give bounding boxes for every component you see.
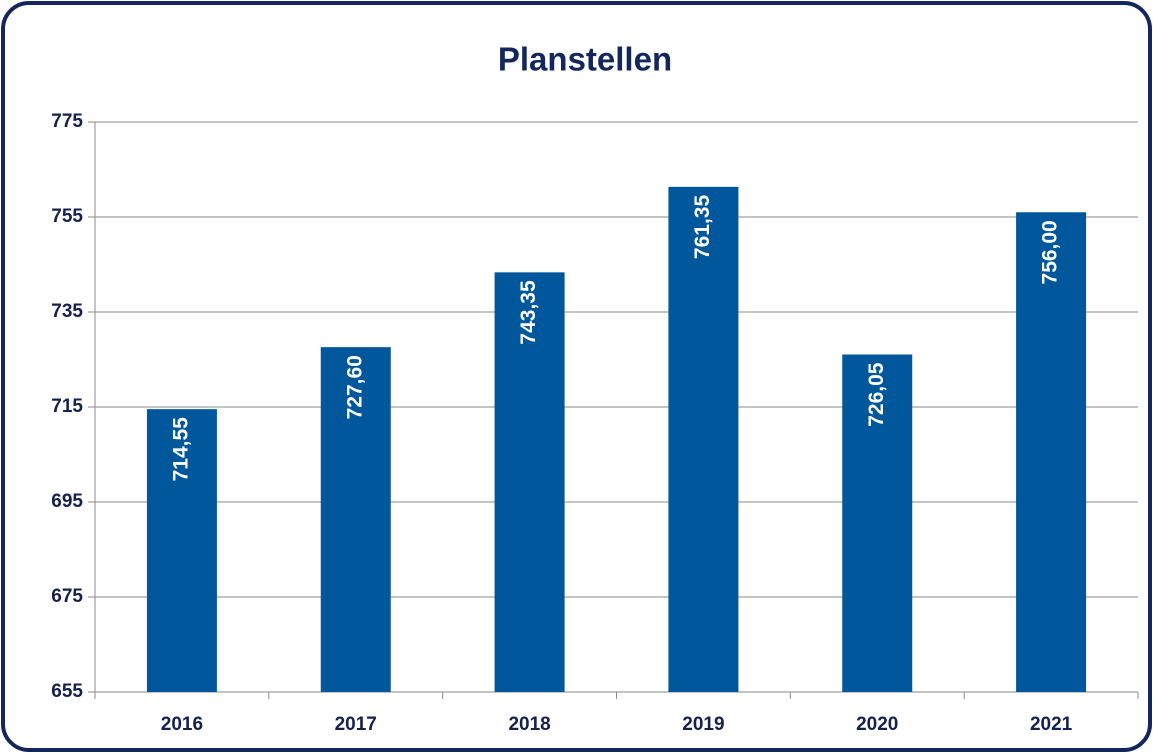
value-label: 743,35: [517, 280, 540, 345]
y-tick-label: 675: [51, 586, 83, 607]
value-label: 726,05: [865, 362, 888, 427]
bar: [320, 347, 391, 692]
value-label: 761,35: [691, 195, 714, 260]
y-tick-label: 715: [51, 396, 83, 417]
bar: [146, 409, 217, 692]
y-tick-label: 655: [51, 681, 83, 702]
bar: [1016, 212, 1087, 692]
x-tick-label: 2019: [682, 714, 724, 735]
bar: [668, 186, 739, 692]
value-label: 727,60: [343, 355, 366, 419]
value-label: 756,00: [1039, 220, 1062, 284]
x-tick-label: 2017: [335, 714, 377, 735]
y-tick-label: 735: [51, 301, 83, 322]
y-tick-label: 755: [51, 206, 83, 227]
x-tick-label: 2018: [508, 714, 550, 735]
y-tick-label: 775: [51, 111, 83, 132]
bar: [494, 272, 565, 692]
chart-title: Planstellen: [498, 41, 672, 78]
value-label: 714,55: [169, 417, 192, 482]
bar: [842, 354, 913, 692]
x-tick-label: 2021: [1030, 714, 1073, 735]
x-tick-label: 2020: [856, 714, 898, 735]
y-tick-label: 695: [51, 491, 83, 512]
x-tick-label: 2016: [161, 714, 203, 735]
